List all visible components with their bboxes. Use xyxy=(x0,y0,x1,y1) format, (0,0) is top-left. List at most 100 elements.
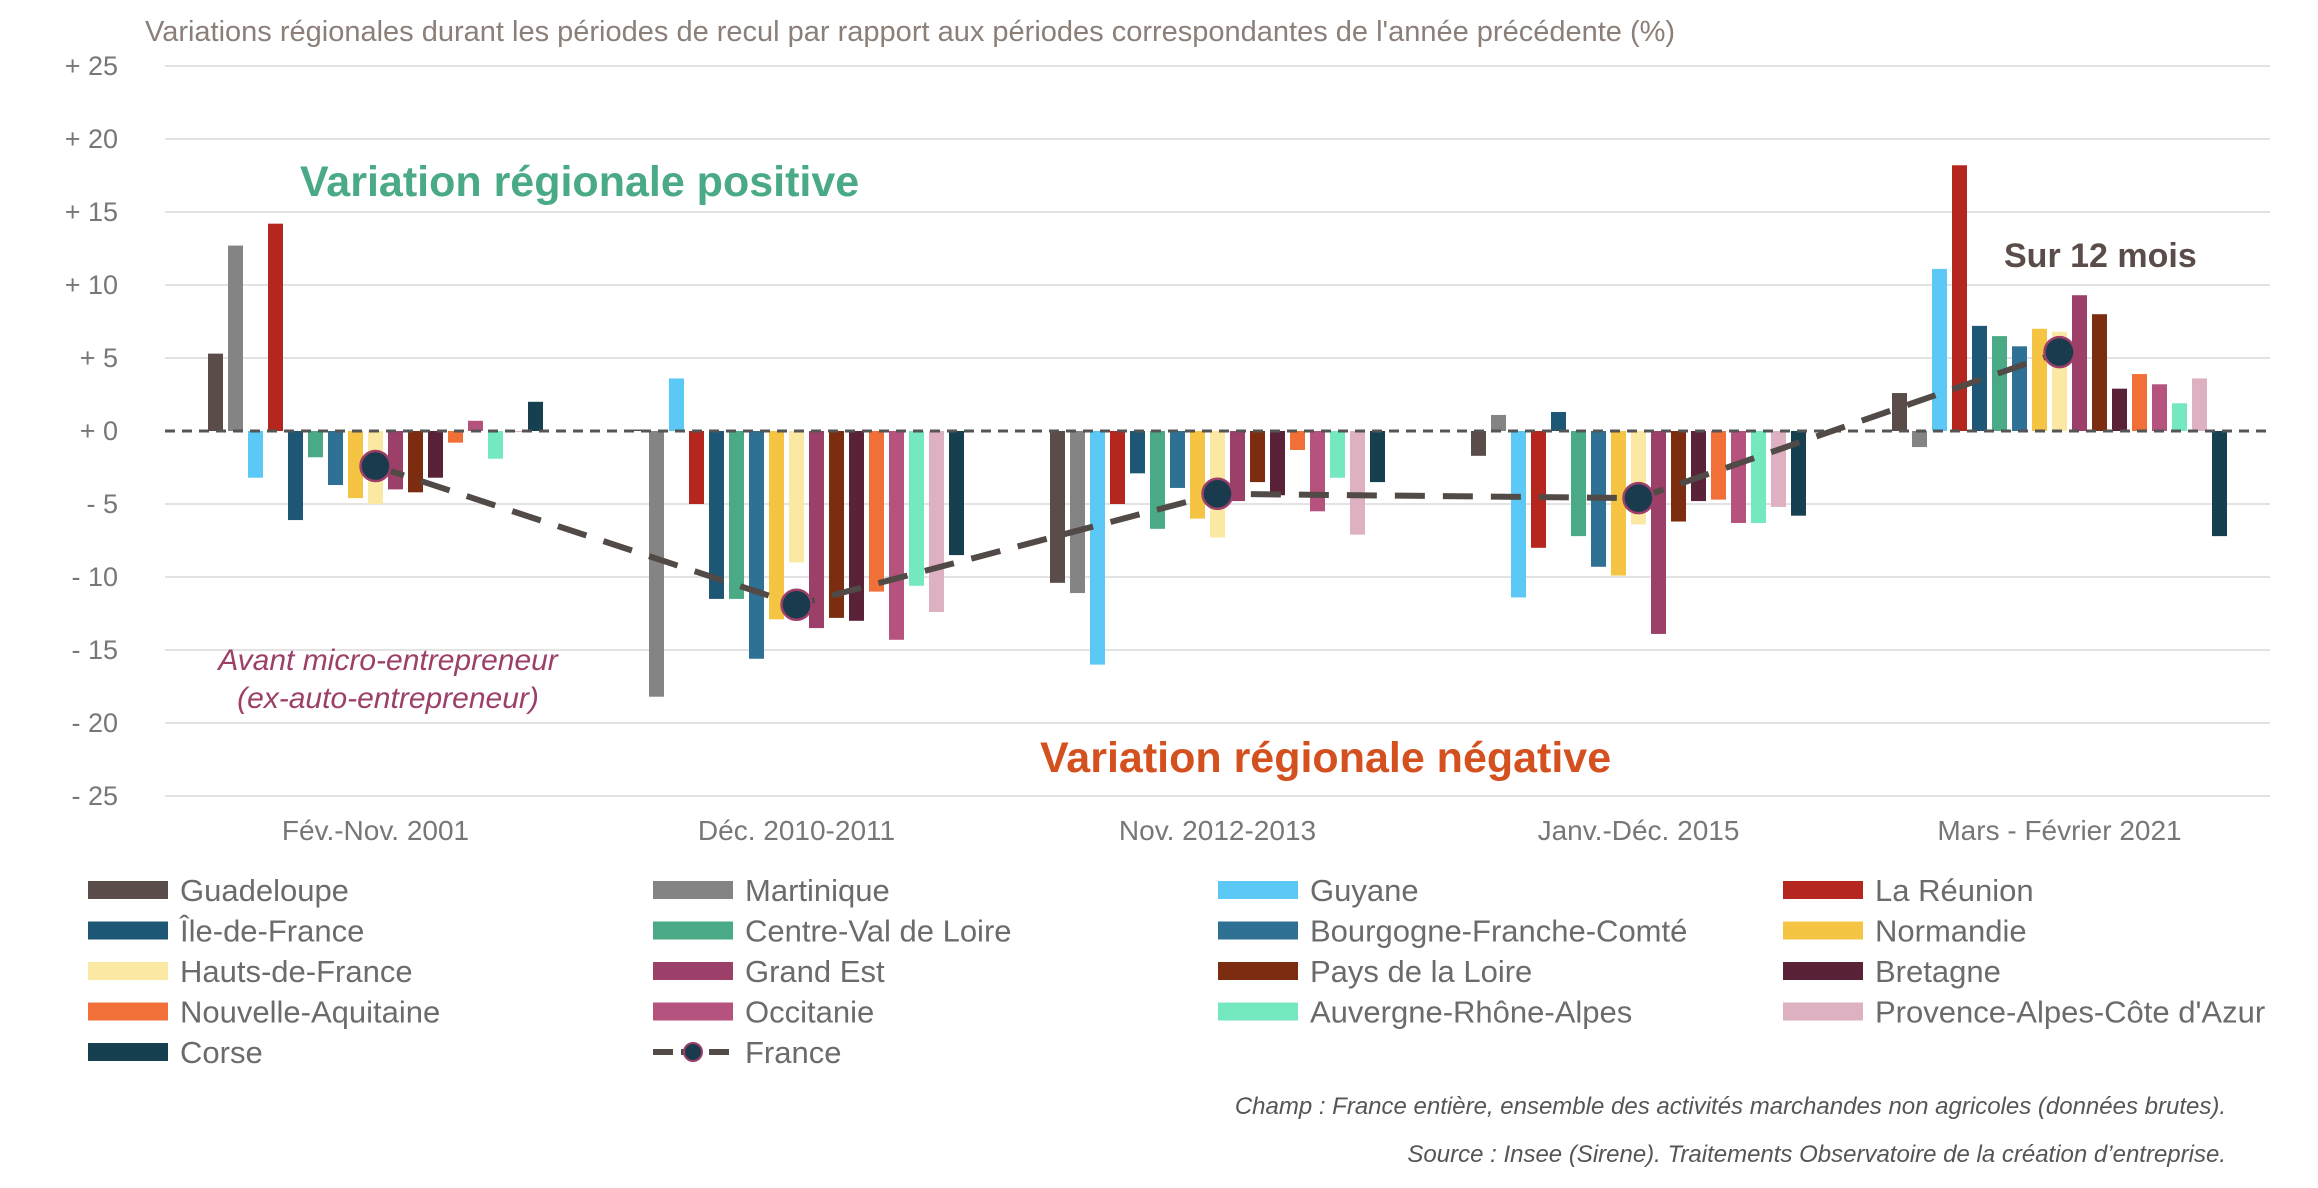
bar xyxy=(1290,431,1305,450)
bar xyxy=(208,353,223,431)
bar xyxy=(2112,388,2127,431)
france-line xyxy=(359,335,2076,621)
bar xyxy=(709,431,724,599)
legend-label: Provence-Alpes-Côte d'Azur xyxy=(1875,995,2265,1030)
bars xyxy=(208,165,2227,697)
micro-annotation-line2: (ex-auto-entrepreneur) xyxy=(237,682,539,715)
category-label: Janv.-Déc. 2015 xyxy=(1538,815,1740,846)
france-point xyxy=(1622,481,1655,515)
y-axis-ticks: + 25 + 20 + 15 + 10 + 5 + 0 - 5 - 10 - 15 - 20 - 2… xyxy=(65,51,118,811)
legend-label: Auvergne-Rhône-Alpes xyxy=(1310,995,1632,1030)
legend-swatch xyxy=(653,1002,733,1021)
category-label: Mars - Février 2021 xyxy=(1937,815,2181,846)
legend-label: Occitanie xyxy=(745,995,874,1030)
bar xyxy=(2072,295,2087,431)
legend-label: Bretagne xyxy=(1875,954,2001,989)
bar xyxy=(428,431,443,478)
y-tick-label: - 5 xyxy=(86,489,118,519)
bar xyxy=(288,431,303,521)
y-tick-label: + 20 xyxy=(65,124,118,154)
bar xyxy=(1571,431,1586,537)
positive-annotation: Variation régionale positive xyxy=(300,158,859,206)
bar xyxy=(949,431,964,556)
bar xyxy=(2032,328,2047,431)
micro-annotation-line1: Avant micro-entrepreneur xyxy=(216,644,559,677)
legend-swatch xyxy=(1218,962,1298,980)
legend-swatch xyxy=(88,881,168,899)
bar xyxy=(1892,393,1907,431)
bar xyxy=(2152,384,2167,431)
bar xyxy=(1531,431,1546,548)
bar xyxy=(1671,431,1686,522)
bar xyxy=(1731,431,1746,523)
bar xyxy=(468,420,483,431)
bar xyxy=(669,378,684,431)
bar xyxy=(228,245,243,431)
y-tick-label: - 25 xyxy=(71,781,118,811)
y-tick-label: + 15 xyxy=(65,197,118,227)
france-point xyxy=(1201,477,1234,511)
y-tick-label: - 15 xyxy=(71,635,118,665)
y-tick-label: + 10 xyxy=(65,270,118,300)
bar xyxy=(348,431,363,499)
category-labels: Fév.-Nov. 2001 Déc. 2010-2011 Nov. 2012-20… xyxy=(282,815,2182,846)
negative-annotation: Variation régionale négative xyxy=(1040,734,1611,782)
bar xyxy=(1310,431,1325,512)
bar xyxy=(1992,336,2007,431)
bar xyxy=(1912,431,1927,448)
bar xyxy=(1190,431,1205,519)
legend-swatch xyxy=(1783,1002,1863,1021)
bar xyxy=(689,431,704,504)
legend-label: Centre-Val de Loire xyxy=(745,914,1012,949)
bar xyxy=(1350,431,1365,535)
bar xyxy=(1250,431,1265,483)
bar xyxy=(889,431,904,640)
bar xyxy=(1110,431,1125,504)
y-tick-label: - 10 xyxy=(71,562,118,592)
category-label: Fév.-Nov. 2001 xyxy=(282,815,469,846)
bar xyxy=(2212,431,2227,537)
legend-label: Corse xyxy=(180,1035,263,1070)
bar xyxy=(729,431,744,599)
y-tick-label: + 25 xyxy=(65,51,118,81)
bar xyxy=(268,223,283,431)
legend-swatch xyxy=(653,881,733,899)
bar xyxy=(2092,314,2107,431)
legend-label: La Réunion xyxy=(1875,873,2034,908)
bar xyxy=(1751,431,1766,523)
bar xyxy=(1150,431,1165,529)
bar xyxy=(1611,431,1626,576)
y-tick-label: + 5 xyxy=(80,343,118,373)
bar xyxy=(1691,431,1706,502)
legend-label: Normandie xyxy=(1875,914,2027,949)
france-point xyxy=(359,449,392,483)
bar xyxy=(1791,431,1806,516)
bar xyxy=(1330,431,1345,478)
bar xyxy=(829,431,844,618)
bar xyxy=(508,431,523,432)
legend-swatch xyxy=(1783,962,1863,980)
legend: Guadeloupe Martinique Guyane La Réunion Île-… xyxy=(88,873,2265,1070)
bar xyxy=(328,431,343,486)
chart-title: Variations régionales durant les période… xyxy=(145,16,1675,48)
bar xyxy=(789,431,804,563)
bar xyxy=(1471,431,1486,456)
bar xyxy=(629,429,644,431)
legend-swatch xyxy=(653,962,733,980)
bar xyxy=(2012,346,2027,431)
bar xyxy=(1370,431,1385,483)
bar xyxy=(909,431,924,586)
legend-swatch xyxy=(1218,1002,1298,1021)
footer-source: Source : Insee (Sirene). Traitements Obs… xyxy=(1407,1141,2226,1168)
legend-swatch xyxy=(88,921,168,940)
twelve-months-annotation: Sur 12 mois xyxy=(2004,237,2197,275)
legend-label: Île-de-France xyxy=(179,914,364,949)
bar xyxy=(2172,403,2187,431)
bar xyxy=(809,431,824,629)
legend-label: Martinique xyxy=(745,873,890,908)
legend-label: Guadeloupe xyxy=(180,873,349,908)
bar xyxy=(408,431,423,493)
bar xyxy=(1130,431,1145,474)
bar xyxy=(849,431,864,621)
